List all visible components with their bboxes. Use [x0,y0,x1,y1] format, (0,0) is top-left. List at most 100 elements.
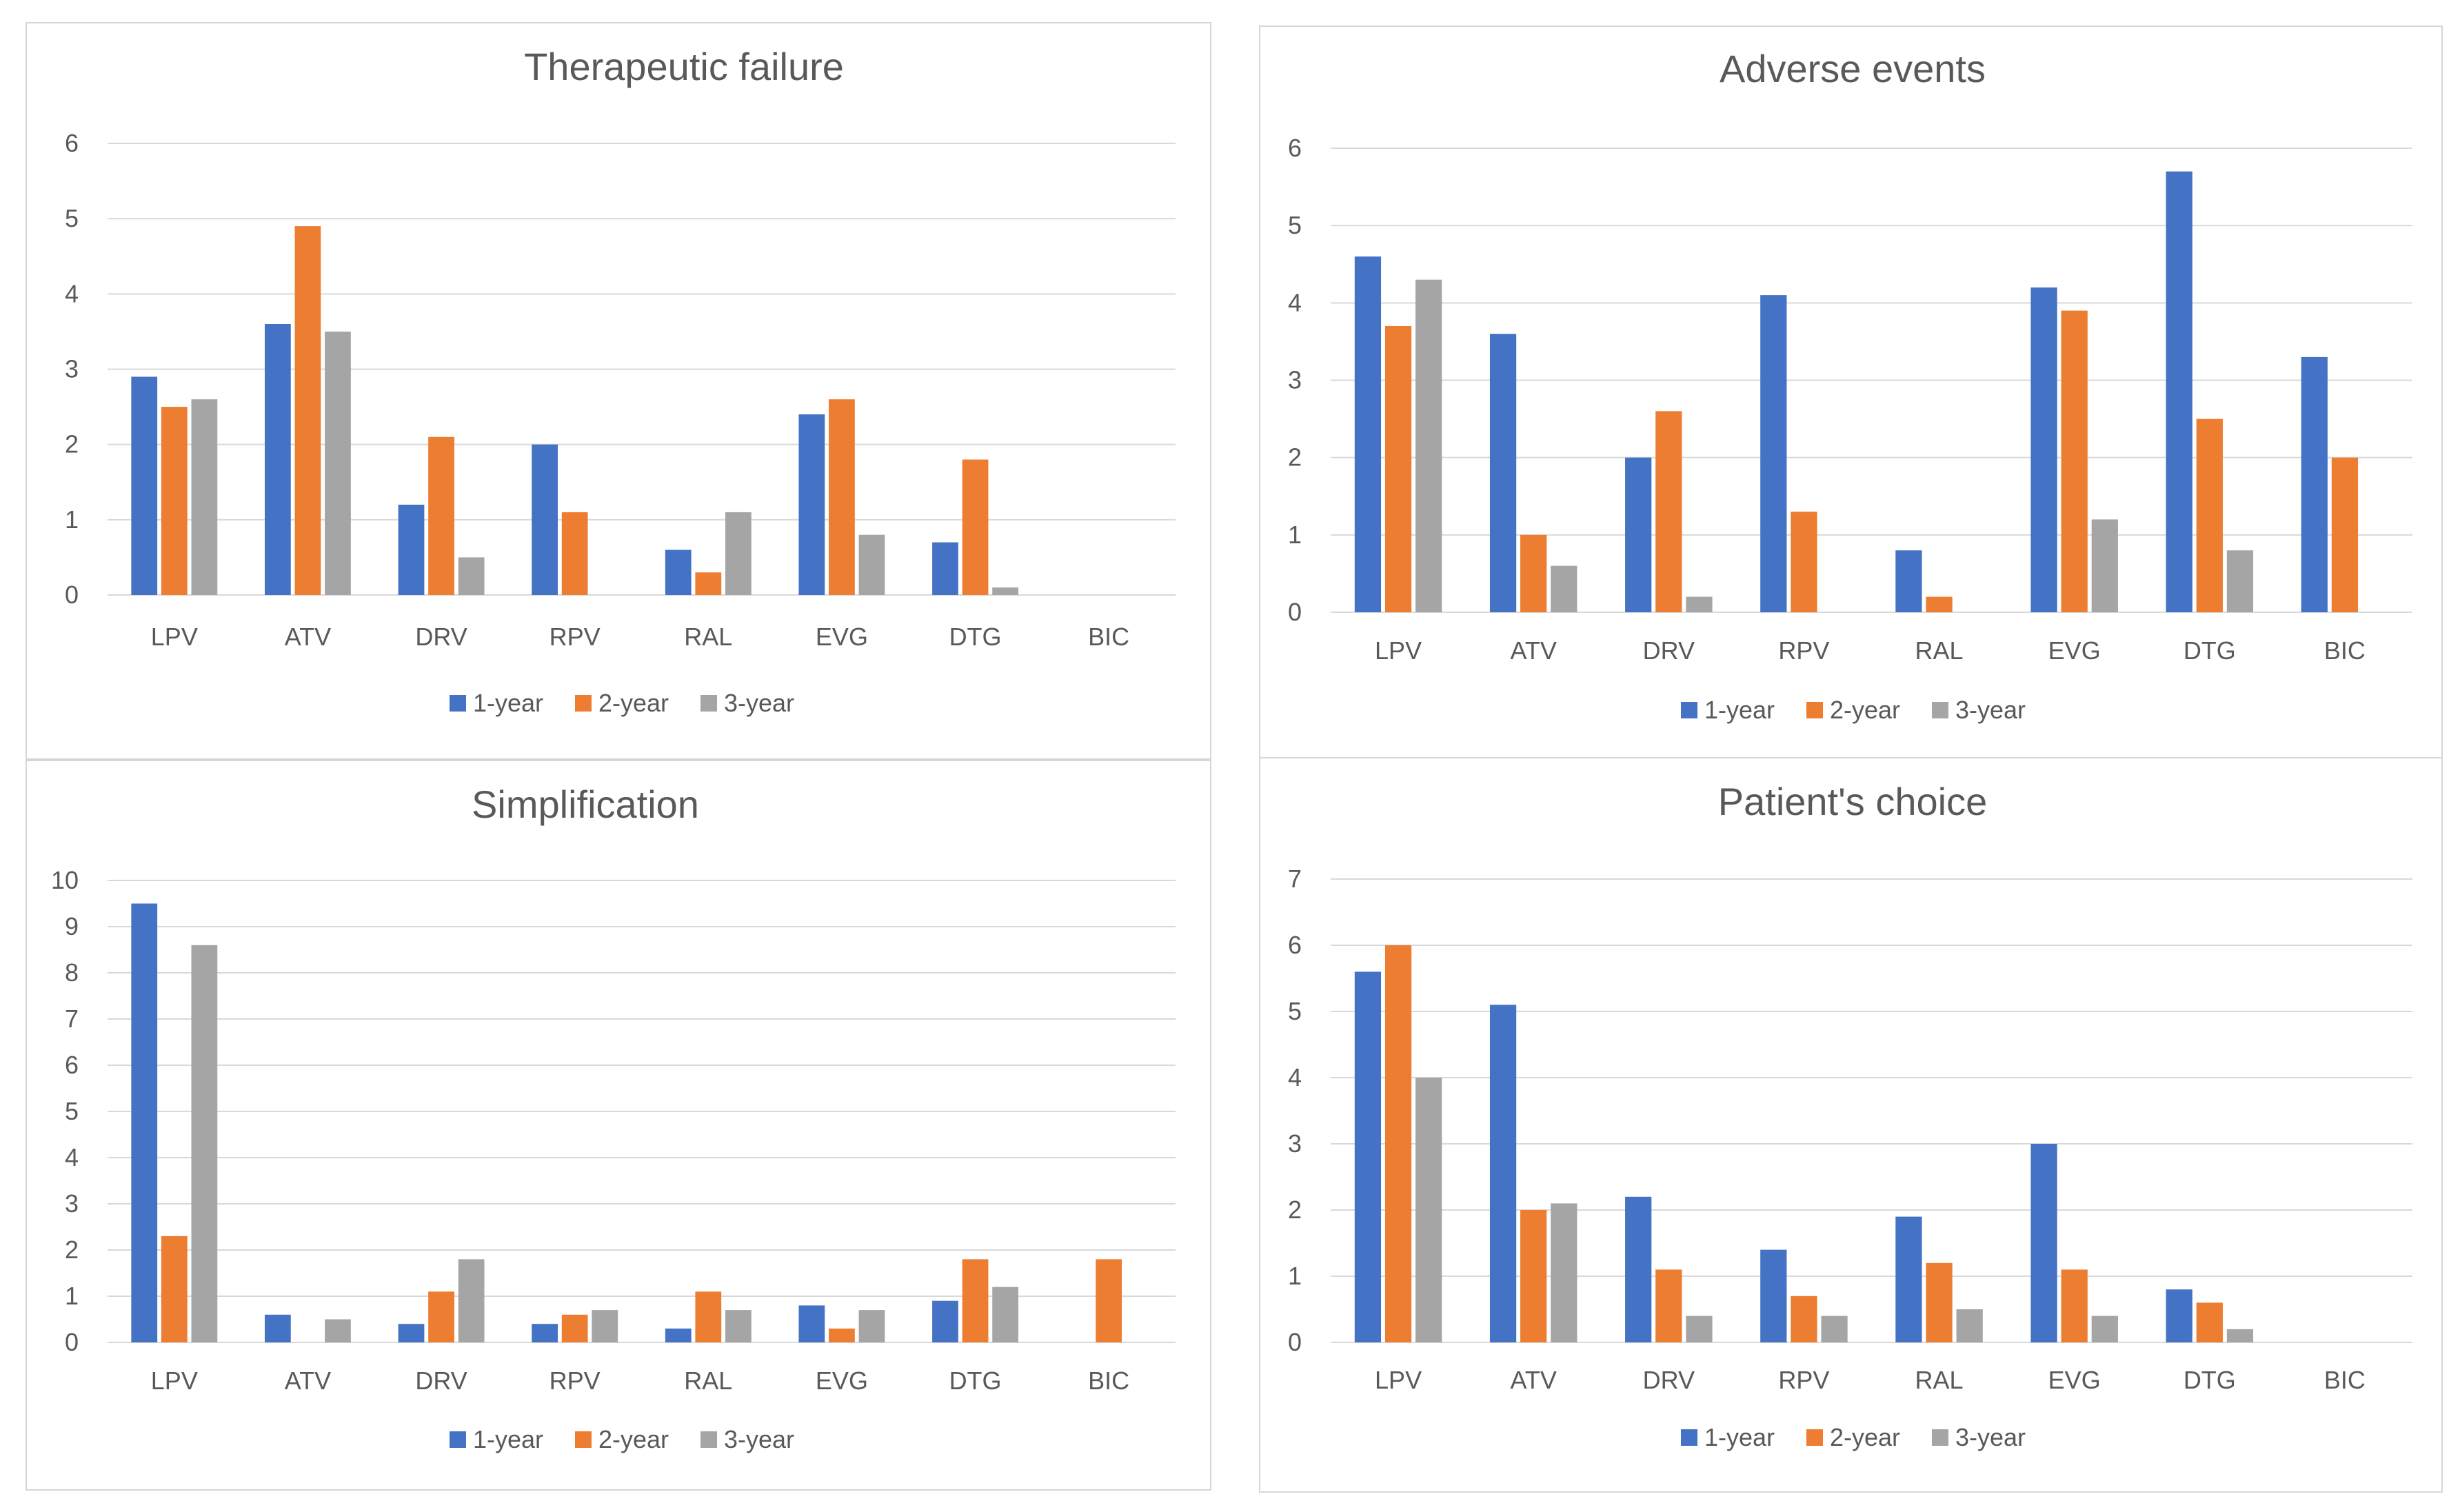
x-tick-label-rpv: RPV [1778,636,1829,665]
bar-1-year-bic [2301,356,2328,612]
bar-1-year-ral [665,550,692,595]
x-tick-label-lpv: LPV [1375,1366,1422,1394]
bar-3-year-drv [1686,596,1713,612]
bar-2-year-drv [428,436,454,595]
y-tick-label: 3 [1288,366,1302,394]
x-tick-label-lpv: LPV [1375,636,1422,665]
legend-label-2-year: 2-year [598,1425,669,1453]
legend-swatch-3-year [700,695,717,712]
bar-2-year-atv [294,226,321,595]
therapeutic-failure-chart: Therapeutic failure LPV ATV DRV RPV RAL EVG DT… [65,45,1176,717]
legend-swatch-1-year [1681,1429,1697,1446]
legend-swatch-3-year [700,1431,717,1448]
y-tick-label: 5 [65,1097,79,1125]
bar-2-year-ral [1926,1262,1953,1342]
chart-panel-adverse-events: Adverse events LPV ATV DRV RPV RAL EVG DTG BIC 0… [1259,26,2443,763]
bar-3-year-lpv [191,399,218,595]
x-tick-label-ral: RAL [1915,1366,1964,1394]
bar-3-year-lpv [191,945,218,1342]
legend-swatch-2-year [1806,1429,1823,1446]
y-tick-label: 2 [1288,443,1302,472]
y-tick-label: 7 [65,1005,79,1033]
x-tick-label-drv: DRV [1643,636,1695,665]
chart-title: Simplification [472,783,699,826]
bar-3-year-dtg [992,1287,1019,1342]
bar-1-year-dtg [932,542,958,595]
bar-2-year-rpv [1791,1296,1817,1342]
bar-1-year-lpv [131,903,158,1342]
bar-2-year-rpv [561,512,588,595]
x-tick-label-dtg: DTG [2184,636,2236,665]
bar-3-year-dtg [2226,1329,2254,1342]
adverse-events-chart: Adverse events LPV ATV DRV RPV RAL EVG DTG BIC 0… [1288,47,2412,724]
bar-1-year-ral [1895,1216,1922,1342]
legend-swatch-2-year [575,695,592,712]
bar-2-year-evg [2061,310,2088,612]
y-tick-label: 3 [65,1189,79,1218]
x-tick-label-evg: EVG [816,1367,868,1395]
x-tick-label-bic: BIC [1088,623,1129,651]
bar-1-year-atv [1489,1005,1517,1342]
bar-2-year-ral [1926,596,1953,612]
chart-panel-patients-choice: Patient's choice LPV ATV DRV RPV RAL EVG DTG BI… [1259,757,2443,1493]
bar-1-year-drv [398,505,425,595]
bar-1-year-drv [1625,1196,1652,1342]
y-tick-label: 9 [65,912,79,940]
y-tick-label: 3 [65,355,79,383]
bar-2-year-bic [2331,457,2359,612]
bar-1-year-atv [264,1314,291,1342]
legend-label-2-year: 2-year [1830,696,1900,724]
legend-label-2-year: 2-year [1830,1423,1900,1451]
bar-2-year-drv [1655,411,1682,612]
x-tick-label-dtg: DTG [2184,1366,2236,1394]
bar-2-year-ral [695,1291,722,1342]
y-tick-label: 1 [1288,1262,1302,1290]
bar-1-year-rpv [1760,295,1787,612]
bar-3-year-drv [458,1259,485,1342]
bar-1-year-ral [665,1328,692,1342]
legend-label-2-year: 2-year [598,689,669,717]
bar-1-year-drv [398,1324,425,1342]
y-tick-label: 1 [65,505,79,534]
legend-swatch-2-year [575,1431,592,1448]
x-tick-label-ral: RAL [684,1367,732,1395]
bar-3-year-atv [1551,1203,1577,1342]
bar-1-year-lpv [131,376,158,595]
bar-3-year-atv [325,331,351,595]
y-tick-label: 2 [65,430,79,458]
bar-3-year-drv [458,557,485,595]
y-tick-label: 4 [1288,1063,1302,1091]
bar-2-year-ral [695,572,722,595]
x-tick-label-evg: EVG [2048,636,2101,665]
bar-1-year-lpv [1354,971,1382,1342]
x-tick-label-atv: ATV [1511,1366,1557,1394]
x-tick-label-lpv: LPV [151,623,198,651]
x-tick-label-dtg: DTG [949,1367,1002,1395]
y-tick-label: 2 [1288,1196,1302,1224]
legend-label-3-year: 3-year [1955,696,2026,724]
bar-1-year-dtg [2166,171,2192,612]
bar-1-year-lpv [1354,256,1382,612]
bar-2-year-dtg [962,459,989,595]
bar-2-year-rpv [561,1314,588,1342]
x-tick-label-dtg: DTG [949,623,1002,651]
bar-2-year-lpv [1384,945,1412,1342]
bar-3-year-drv [1686,1316,1713,1342]
bar-1-year-rpv [1760,1249,1787,1342]
y-tick-label: 6 [1288,931,1302,959]
legend-label-1-year: 1-year [1704,696,1775,724]
bar-3-year-ral [1956,1309,1983,1342]
bar-3-year-atv [1551,565,1577,612]
y-tick-label: 8 [65,958,79,987]
x-tick-label-atv: ATV [285,623,331,651]
bar-2-year-dtg [962,1259,989,1342]
bar-3-year-ral [725,512,752,595]
x-tick-label-ral: RAL [1915,636,1964,665]
bar-2-year-bic [1096,1259,1122,1342]
y-tick-label: 0 [65,581,79,609]
bar-3-year-evg [858,534,885,595]
x-tick-label-drv: DRV [415,623,467,651]
y-tick-label: 1 [1288,521,1302,549]
bar-3-year-evg [2091,1316,2118,1342]
legend-swatch-1-year [450,695,466,712]
